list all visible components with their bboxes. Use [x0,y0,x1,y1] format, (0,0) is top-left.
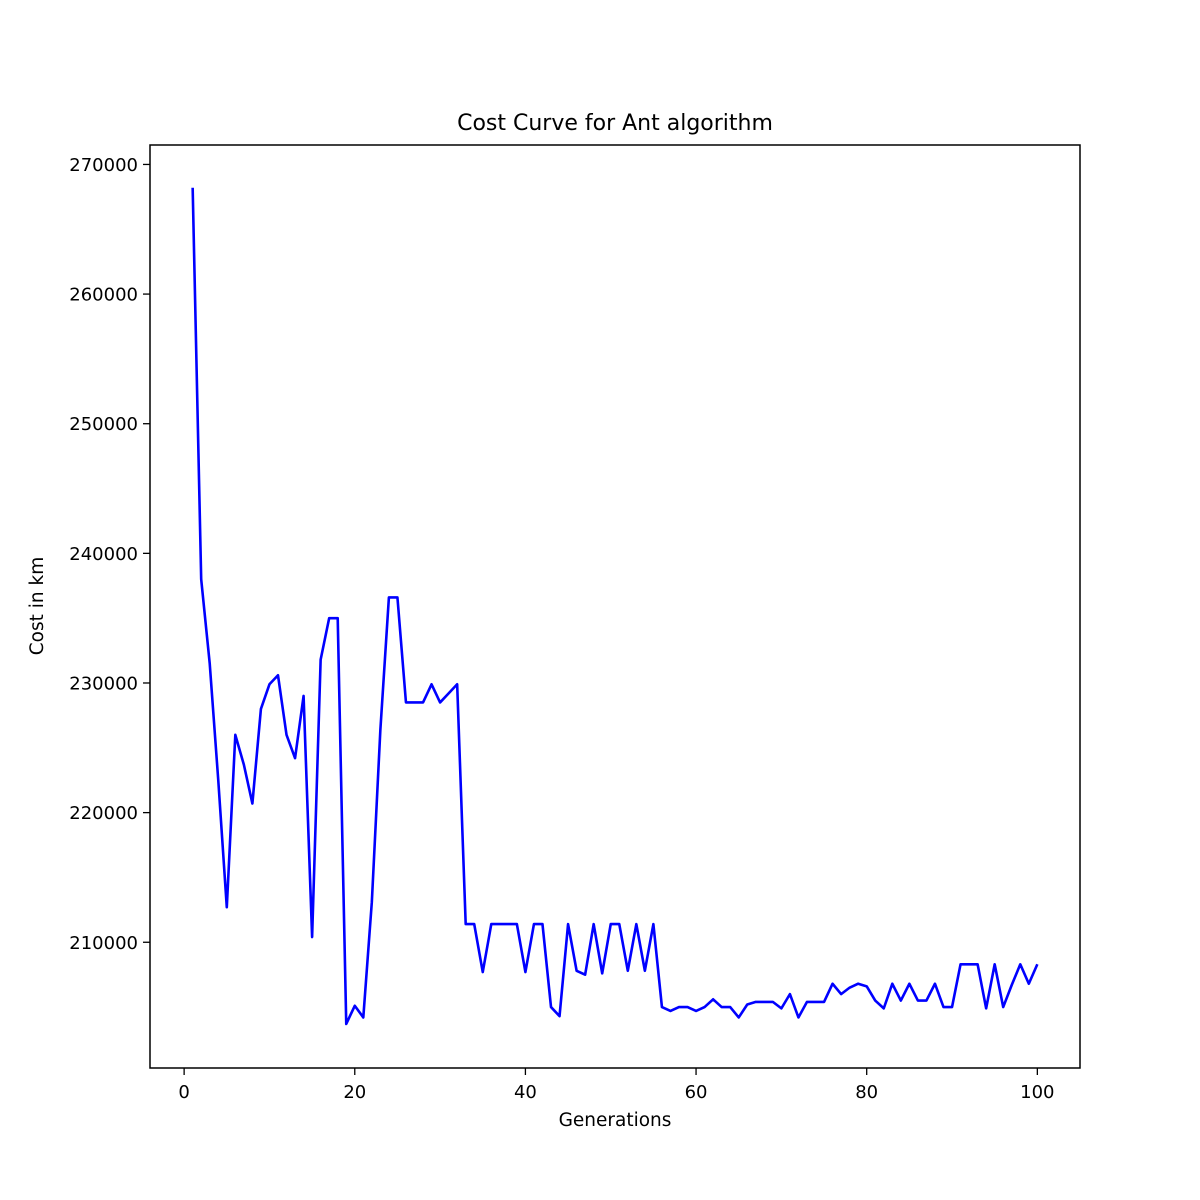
y-tick-label: 250000 [69,414,138,435]
plot-frame [149,144,1081,1069]
x-tick-label: 40 [514,1082,537,1103]
x-tick-label: 60 [685,1082,708,1103]
y-tick-label: 270000 [69,155,138,176]
y-axis: 210000 220000 230000 240000 250000 260000 2700… [69,155,150,954]
y-tick-label: 210000 [69,933,138,954]
x-axis: 0 20 40 60 80 100 [178,1068,1055,1103]
y-tick-label: 260000 [69,285,138,306]
series-line [191,187,1039,1026]
x-tick-label: 100 [1020,1082,1054,1103]
y-tick-label: 240000 [69,544,138,565]
chart-title: Cost Curve for Ant algorithm [457,111,773,136]
x-tick-label: 0 [178,1082,189,1103]
x-tick-label: 20 [343,1082,366,1103]
y-tick-label: 220000 [69,803,138,824]
y-axis-label: Cost in km [27,557,48,656]
x-axis-label: Generations [559,1110,672,1131]
x-tick-label: 80 [855,1082,878,1103]
series-layer [191,187,1039,1026]
y-tick-label: 230000 [69,673,138,694]
